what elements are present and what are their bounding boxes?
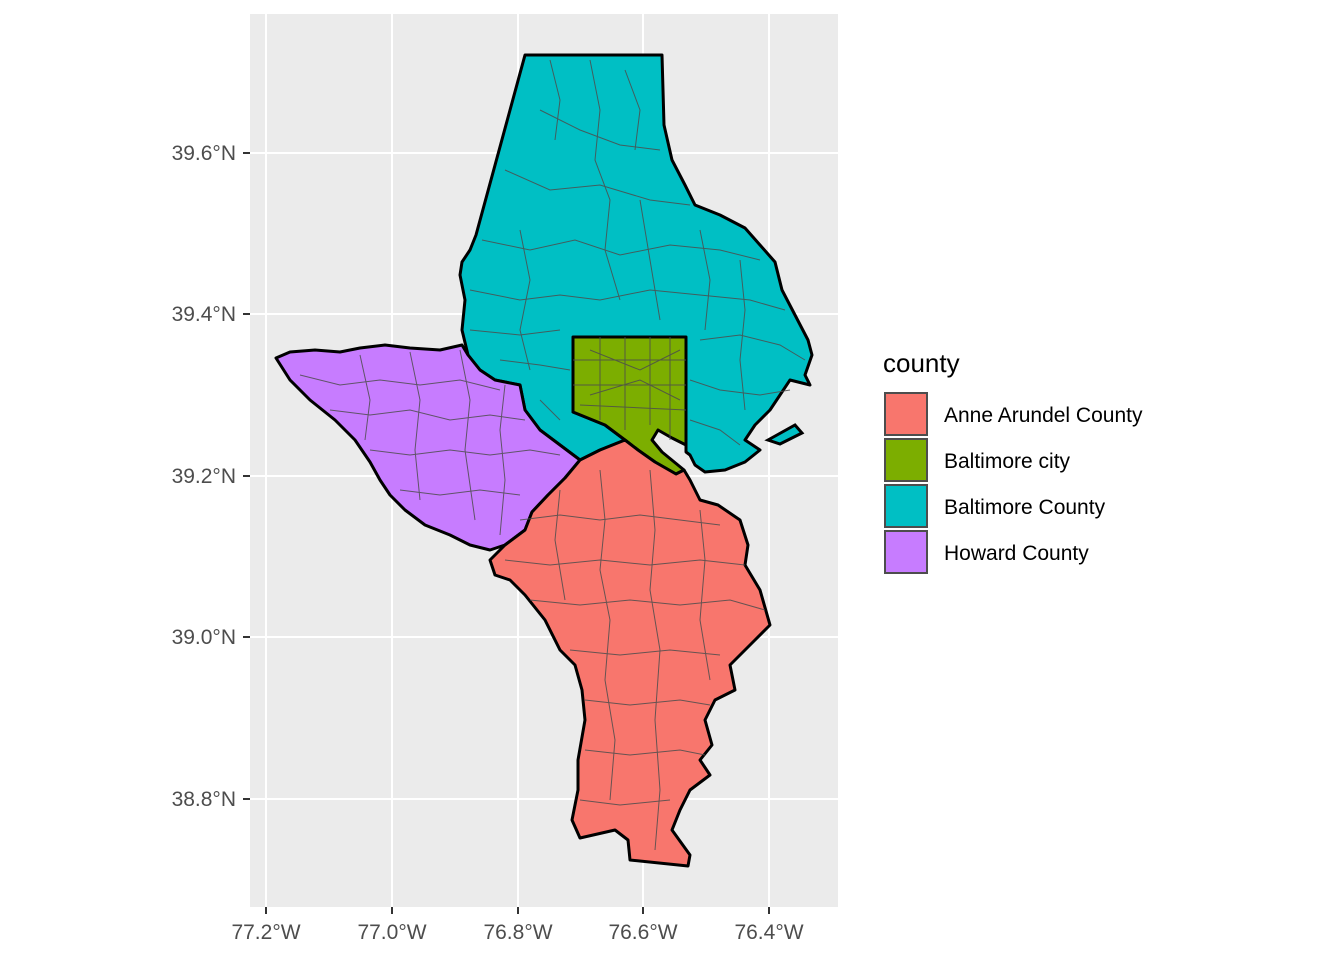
legend-label-howard-county: Howard County bbox=[944, 542, 1089, 565]
x-tick-label-76.6: 76.6°W bbox=[608, 921, 677, 944]
baltimore-city-tracts bbox=[573, 337, 687, 440]
y-tick-label-39.4: 39.4°N bbox=[172, 303, 236, 326]
legend-key-baltimore-city bbox=[884, 438, 928, 482]
x-tick-label-77.0: 77.0°W bbox=[357, 921, 426, 944]
legend: county Anne Arundel County Baltimore cit… bbox=[883, 348, 1143, 574]
anne-arundel-county-tracts bbox=[504, 469, 766, 851]
howard-county-tracts bbox=[299, 349, 561, 536]
anne-arundel-county-shape bbox=[488, 438, 772, 868]
x-axis-ticks bbox=[265, 907, 770, 914]
legend-label-baltimore-city: Baltimore city bbox=[944, 450, 1071, 473]
region-baltimore-city bbox=[571, 335, 688, 476]
baltimore-county-island bbox=[764, 423, 805, 446]
x-tick-label-76.8: 76.8°W bbox=[483, 921, 552, 944]
legend-label-baltimore-county: Baltimore County bbox=[944, 496, 1106, 519]
y-tick-label-39.0: 39.0°N bbox=[172, 626, 236, 649]
region-anne-arundel-county bbox=[488, 438, 772, 868]
legend-key-anne-arundel-county bbox=[884, 392, 928, 436]
y-axis-ticks bbox=[243, 152, 250, 800]
baltimore-county-tracts bbox=[469, 59, 806, 446]
legend-title: county bbox=[883, 348, 960, 378]
legend-key-howard-county bbox=[884, 530, 928, 574]
y-tick-label-39.6: 39.6°N bbox=[172, 142, 236, 165]
x-axis: 77.2°W 77.0°W 76.8°W 76.6°W 76.4°W bbox=[231, 907, 804, 944]
region-baltimore-county bbox=[458, 53, 814, 474]
x-tick-label-77.2: 77.2°W bbox=[231, 921, 300, 944]
legend-key-baltimore-county bbox=[884, 484, 928, 528]
legend-label-anne-arundel-county: Anne Arundel County bbox=[944, 404, 1143, 427]
y-axis: 38.8°N 39.0°N 39.2°N 39.4°N 39.6°N bbox=[172, 142, 250, 811]
y-tick-label-38.8: 38.8°N bbox=[172, 788, 236, 811]
x-tick-label-76.4: 76.4°W bbox=[734, 921, 803, 944]
y-tick-label-39.2: 39.2°N bbox=[172, 465, 236, 488]
